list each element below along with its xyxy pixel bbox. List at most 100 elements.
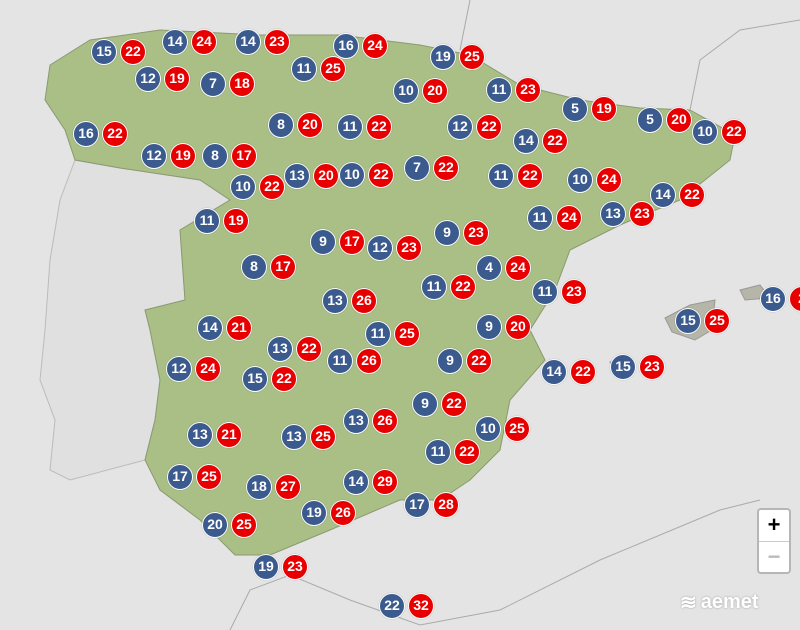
max-temp-badge[interactable]: 20 (505, 314, 531, 340)
max-temp-badge[interactable]: 18 (229, 71, 255, 97)
min-temp-badge[interactable]: 14 (235, 29, 261, 55)
zoom-in-button[interactable]: + (759, 510, 789, 542)
min-temp-badge[interactable]: 9 (434, 220, 460, 246)
min-temp-badge[interactable]: 13 (600, 201, 626, 227)
max-temp-badge[interactable]: 25 (504, 416, 530, 442)
min-temp-badge[interactable]: 10 (475, 416, 501, 442)
max-temp-badge[interactable]: 22 (120, 39, 146, 65)
min-temp-badge[interactable]: 20 (202, 512, 228, 538)
max-temp-badge[interactable]: 22 (517, 163, 543, 189)
max-temp-badge[interactable]: 22 (441, 391, 467, 417)
min-temp-badge[interactable]: 9 (437, 348, 463, 374)
min-temp-badge[interactable]: 14 (162, 29, 188, 55)
max-temp-badge[interactable]: 23 (515, 77, 541, 103)
max-temp-badge[interactable]: 19 (591, 96, 617, 122)
min-temp-badge[interactable]: 16 (760, 286, 786, 312)
max-temp-badge[interactable]: 22 (721, 119, 747, 145)
min-temp-badge[interactable]: 11 (291, 56, 317, 82)
min-temp-badge[interactable]: 4 (476, 255, 502, 281)
min-temp-badge[interactable]: 19 (301, 500, 327, 526)
max-temp-badge[interactable]: 23 (639, 354, 665, 380)
min-temp-badge[interactable]: 12 (166, 356, 192, 382)
max-temp-badge[interactable]: 22 (296, 336, 322, 362)
max-temp-badge[interactable]: 22 (102, 121, 128, 147)
min-temp-badge[interactable]: 11 (527, 205, 553, 231)
min-temp-badge[interactable]: 10 (230, 174, 256, 200)
min-temp-badge[interactable]: 12 (135, 66, 161, 92)
max-temp-badge[interactable]: 17 (339, 229, 365, 255)
max-temp-badge[interactable]: 20 (313, 163, 339, 189)
min-temp-badge[interactable]: 19 (253, 554, 279, 580)
max-temp-badge[interactable]: 29 (372, 469, 398, 495)
max-temp-badge[interactable]: 17 (231, 143, 257, 169)
max-temp-badge[interactable]: 22 (433, 155, 459, 181)
max-temp-badge[interactable]: 22 (259, 174, 285, 200)
max-temp-badge[interactable]: 17 (270, 254, 296, 280)
min-temp-badge[interactable]: 13 (267, 336, 293, 362)
min-temp-badge[interactable]: 10 (692, 119, 718, 145)
min-temp-badge[interactable]: 13 (322, 288, 348, 314)
min-temp-badge[interactable]: 13 (281, 424, 307, 450)
max-temp-badge[interactable]: 23 (396, 235, 422, 261)
min-temp-badge[interactable]: 8 (202, 143, 228, 169)
zoom-out-button[interactable]: − (767, 544, 781, 569)
max-temp-badge[interactable]: 25 (320, 56, 346, 82)
min-temp-badge[interactable]: 9 (310, 229, 336, 255)
min-temp-badge[interactable]: 17 (167, 464, 193, 490)
max-temp-badge[interactable]: 19 (170, 143, 196, 169)
min-temp-badge[interactable]: 13 (187, 422, 213, 448)
min-temp-badge[interactable]: 5 (637, 107, 663, 133)
max-temp-badge[interactable]: 22 (476, 114, 502, 140)
max-temp-badge[interactable]: 28 (433, 492, 459, 518)
max-temp-badge[interactable]: 26 (330, 500, 356, 526)
max-temp-badge[interactable]: 22 (450, 274, 476, 300)
min-temp-badge[interactable]: 10 (567, 167, 593, 193)
min-temp-badge[interactable]: 14 (513, 128, 539, 154)
min-temp-badge[interactable]: 12 (447, 114, 473, 140)
max-temp-badge[interactable]: 23 (463, 220, 489, 246)
min-temp-badge[interactable]: 12 (141, 143, 167, 169)
max-temp-badge[interactable]: 25 (394, 321, 420, 347)
min-temp-badge[interactable]: 9 (476, 314, 502, 340)
max-temp-badge[interactable]: 25 (704, 308, 730, 334)
max-temp-badge[interactable]: 22 (542, 128, 568, 154)
min-temp-badge[interactable]: 13 (343, 408, 369, 434)
max-temp-badge[interactable]: 24 (195, 356, 221, 382)
max-temp-badge[interactable]: 23 (561, 279, 587, 305)
min-temp-badge[interactable]: 17 (404, 492, 430, 518)
max-temp-badge[interactable]: 32 (408, 593, 434, 619)
min-temp-badge[interactable]: 14 (541, 359, 567, 385)
max-temp-badge[interactable]: 22 (271, 366, 297, 392)
max-temp-badge[interactable]: 20 (422, 78, 448, 104)
min-temp-badge[interactable]: 11 (488, 163, 514, 189)
max-temp-badge[interactable]: 22 (466, 348, 492, 374)
max-temp-badge[interactable]: 22 (366, 114, 392, 140)
min-temp-badge[interactable]: 22 (379, 593, 405, 619)
min-temp-badge[interactable]: 14 (197, 315, 223, 341)
max-temp-badge[interactable]: 21 (216, 422, 242, 448)
min-temp-badge[interactable]: 7 (404, 155, 430, 181)
min-temp-badge[interactable]: 7 (200, 71, 226, 97)
max-temp-badge[interactable]: 24 (596, 167, 622, 193)
min-temp-badge[interactable]: 5 (562, 96, 588, 122)
min-temp-badge[interactable]: 12 (367, 235, 393, 261)
min-temp-badge[interactable]: 11 (327, 348, 353, 374)
min-temp-badge[interactable]: 10 (339, 162, 365, 188)
min-temp-badge[interactable]: 15 (675, 308, 701, 334)
min-temp-badge[interactable]: 11 (337, 114, 363, 140)
min-temp-badge[interactable]: 8 (268, 112, 294, 138)
min-temp-badge[interactable]: 8 (241, 254, 267, 280)
max-temp-badge[interactable]: 26 (372, 408, 398, 434)
min-temp-badge[interactable]: 15 (242, 366, 268, 392)
max-temp-badge[interactable]: 23 (282, 554, 308, 580)
min-temp-badge[interactable]: 11 (425, 439, 451, 465)
min-temp-badge[interactable]: 10 (393, 78, 419, 104)
min-temp-badge[interactable]: 11 (532, 279, 558, 305)
max-temp-badge[interactable]: 22 (679, 182, 705, 208)
max-temp-badge[interactable]: 22 (454, 439, 480, 465)
max-temp-badge[interactable]: 27 (275, 474, 301, 500)
min-temp-badge[interactable]: 11 (365, 321, 391, 347)
max-temp-badge[interactable]: 25 (310, 424, 336, 450)
min-temp-badge[interactable]: 16 (333, 33, 359, 59)
min-temp-badge[interactable]: 11 (486, 77, 512, 103)
